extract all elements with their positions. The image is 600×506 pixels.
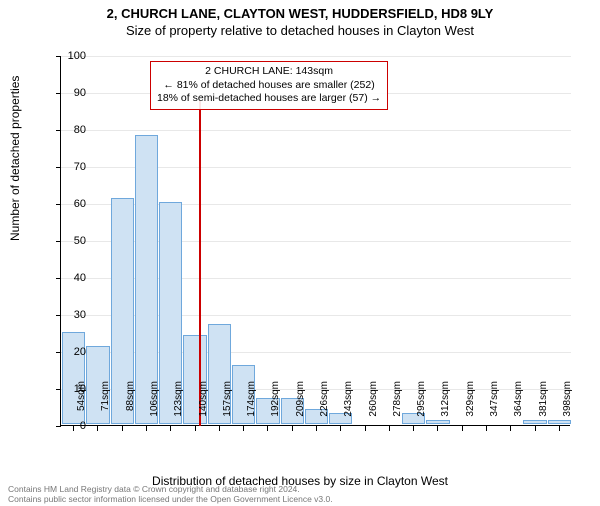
y-tick-label: 20 <box>56 346 86 358</box>
x-tick-mark <box>316 426 317 431</box>
x-tick-label: 260sqm <box>368 381 379 417</box>
x-tick-label: 157sqm <box>222 381 233 417</box>
x-tick-mark <box>413 426 414 431</box>
x-tick-mark <box>219 426 220 431</box>
x-tick-mark <box>559 426 560 431</box>
marker-line3: 18% of semi-detached houses are larger (… <box>157 92 381 106</box>
histogram-bar <box>548 420 571 424</box>
y-tick-label: 60 <box>56 198 86 210</box>
y-tick-label: 40 <box>56 272 86 284</box>
marker-line <box>199 101 201 426</box>
histogram-bar <box>523 420 546 424</box>
plot-region <box>60 56 570 426</box>
x-tick-mark <box>195 426 196 431</box>
y-tick-label: 70 <box>56 161 86 173</box>
y-tick-label: 80 <box>56 124 86 136</box>
x-tick-label: 209sqm <box>295 381 306 417</box>
footer-line-2: Contains public sector information licen… <box>8 495 333 504</box>
x-tick-mark <box>243 426 244 431</box>
x-tick-label: 381sqm <box>538 381 549 417</box>
y-tick-label: 100 <box>56 50 86 62</box>
title-sub: Size of property relative to detached ho… <box>0 23 600 38</box>
marker-line1: 2 CHURCH LANE: 143sqm <box>157 65 381 79</box>
x-tick-label: 243sqm <box>343 381 354 417</box>
x-tick-mark <box>535 426 536 431</box>
x-tick-label: 123sqm <box>173 381 184 417</box>
grid-line <box>61 130 571 131</box>
x-tick-label: 88sqm <box>125 381 136 411</box>
x-tick-mark <box>292 426 293 431</box>
y-tick-label: 50 <box>56 235 86 247</box>
y-tick-label: 0 <box>56 420 86 432</box>
footer-attribution: Contains HM Land Registry data © Crown c… <box>8 485 333 504</box>
x-tick-label: 174sqm <box>246 381 257 417</box>
x-tick-mark <box>146 426 147 431</box>
x-tick-label: 295sqm <box>416 381 427 417</box>
x-tick-label: 312sqm <box>440 381 451 417</box>
x-tick-mark <box>437 426 438 431</box>
x-tick-label: 278sqm <box>392 381 403 417</box>
x-tick-mark <box>340 426 341 431</box>
x-tick-mark <box>462 426 463 431</box>
x-tick-mark <box>389 426 390 431</box>
x-tick-label: 329sqm <box>465 381 476 417</box>
y-tick-label: 90 <box>56 87 86 99</box>
x-tick-mark <box>365 426 366 431</box>
y-axis-label: Number of detached properties <box>8 76 22 241</box>
x-tick-mark <box>267 426 268 431</box>
x-tick-label: 71sqm <box>100 381 111 411</box>
x-tick-mark <box>122 426 123 431</box>
x-tick-label: 106sqm <box>149 381 160 417</box>
y-tick-label: 30 <box>56 309 86 321</box>
x-tick-mark <box>510 426 511 431</box>
x-tick-label: 192sqm <box>270 381 281 417</box>
x-tick-mark <box>97 426 98 431</box>
x-tick-mark <box>170 426 171 431</box>
x-tick-label: 398sqm <box>562 381 573 417</box>
marker-line2: ← 81% of detached houses are smaller (25… <box>157 79 381 93</box>
marker-annotation: 2 CHURCH LANE: 143sqm← 81% of detached h… <box>150 61 388 110</box>
grid-line <box>61 56 571 57</box>
x-tick-label: 226sqm <box>319 381 330 417</box>
title-main: 2, CHURCH LANE, CLAYTON WEST, HUDDERSFIE… <box>0 6 600 21</box>
x-tick-label: 54sqm <box>76 381 87 411</box>
x-tick-label: 347sqm <box>489 381 500 417</box>
x-tick-label: 364sqm <box>513 381 524 417</box>
histogram-bar <box>426 420 449 424</box>
x-tick-mark <box>486 426 487 431</box>
x-tick-label: 140sqm <box>198 381 209 417</box>
chart-area <box>60 56 570 426</box>
